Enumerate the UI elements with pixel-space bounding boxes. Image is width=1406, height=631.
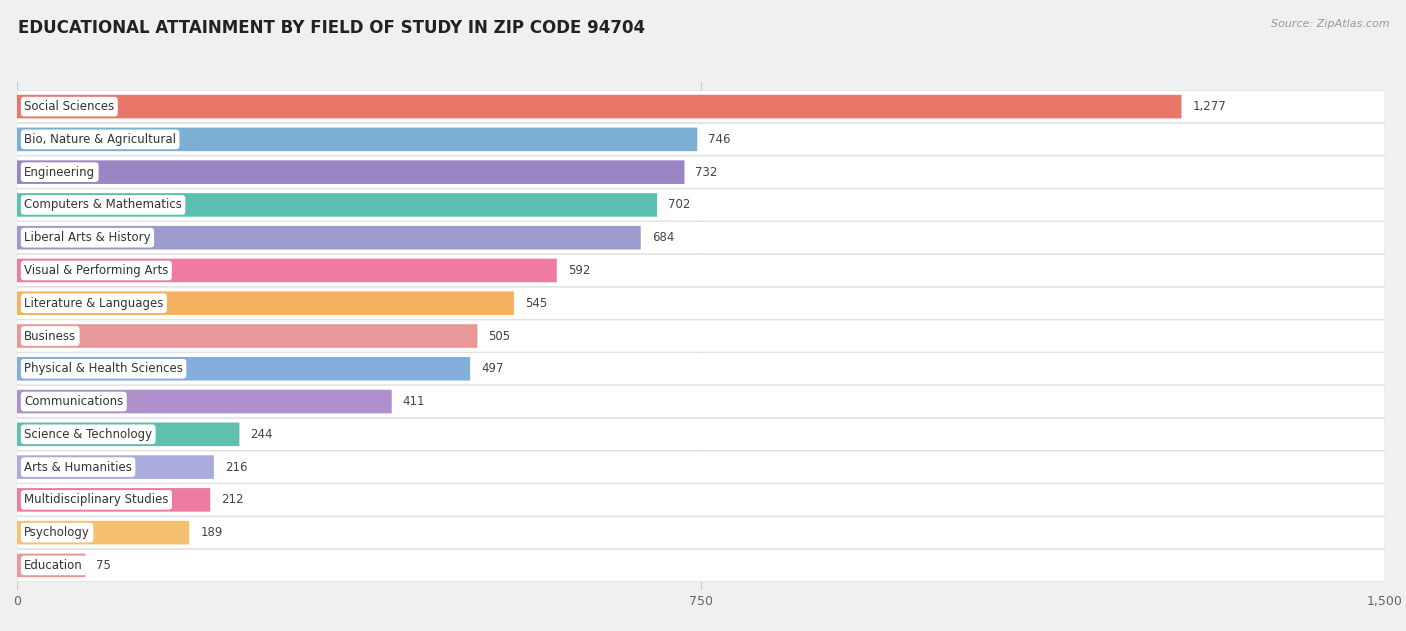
Text: 75: 75 (96, 559, 111, 572)
Text: Arts & Humanities: Arts & Humanities (24, 461, 132, 474)
Text: Source: ZipAtlas.com: Source: ZipAtlas.com (1271, 19, 1389, 29)
FancyBboxPatch shape (17, 127, 697, 151)
Text: 244: 244 (250, 428, 273, 441)
FancyBboxPatch shape (17, 521, 190, 545)
FancyBboxPatch shape (17, 259, 557, 282)
Text: Computers & Mathematics: Computers & Mathematics (24, 198, 181, 211)
Text: Science & Technology: Science & Technology (24, 428, 152, 441)
Text: Communications: Communications (24, 395, 124, 408)
Text: 505: 505 (488, 329, 510, 343)
FancyBboxPatch shape (17, 221, 1385, 254)
FancyBboxPatch shape (17, 550, 1385, 581)
FancyBboxPatch shape (17, 91, 1385, 122)
Text: Literature & Languages: Literature & Languages (24, 297, 163, 310)
Text: Liberal Arts & History: Liberal Arts & History (24, 231, 150, 244)
Text: 732: 732 (696, 166, 718, 179)
FancyBboxPatch shape (17, 287, 1385, 319)
Text: Education: Education (24, 559, 83, 572)
Text: Bio, Nature & Agricultural: Bio, Nature & Agricultural (24, 133, 176, 146)
FancyBboxPatch shape (17, 156, 1385, 188)
FancyBboxPatch shape (17, 193, 657, 216)
FancyBboxPatch shape (17, 488, 211, 512)
Text: 497: 497 (481, 362, 503, 375)
FancyBboxPatch shape (17, 423, 239, 446)
Text: Psychology: Psychology (24, 526, 90, 539)
FancyBboxPatch shape (17, 226, 641, 249)
FancyBboxPatch shape (17, 324, 478, 348)
FancyBboxPatch shape (17, 390, 392, 413)
FancyBboxPatch shape (17, 451, 1385, 483)
Text: 545: 545 (524, 297, 547, 310)
FancyBboxPatch shape (17, 484, 1385, 516)
FancyBboxPatch shape (17, 456, 214, 479)
FancyBboxPatch shape (17, 353, 1385, 385)
FancyBboxPatch shape (17, 123, 1385, 155)
Text: Multidisciplinary Studies: Multidisciplinary Studies (24, 493, 169, 506)
Text: Engineering: Engineering (24, 166, 96, 179)
Text: 684: 684 (651, 231, 673, 244)
Text: 216: 216 (225, 461, 247, 474)
FancyBboxPatch shape (17, 386, 1385, 418)
Text: Business: Business (24, 329, 76, 343)
FancyBboxPatch shape (17, 189, 1385, 221)
FancyBboxPatch shape (17, 320, 1385, 352)
Text: 746: 746 (709, 133, 731, 146)
Text: 411: 411 (402, 395, 425, 408)
FancyBboxPatch shape (17, 418, 1385, 451)
FancyBboxPatch shape (17, 160, 685, 184)
FancyBboxPatch shape (17, 517, 1385, 549)
FancyBboxPatch shape (17, 292, 515, 315)
Text: Social Sciences: Social Sciences (24, 100, 114, 113)
Text: 702: 702 (668, 198, 690, 211)
FancyBboxPatch shape (17, 553, 86, 577)
Text: 189: 189 (200, 526, 222, 539)
FancyBboxPatch shape (17, 254, 1385, 286)
Text: Physical & Health Sciences: Physical & Health Sciences (24, 362, 183, 375)
FancyBboxPatch shape (17, 95, 1181, 119)
Text: 592: 592 (568, 264, 591, 277)
FancyBboxPatch shape (17, 357, 470, 380)
Text: Visual & Performing Arts: Visual & Performing Arts (24, 264, 169, 277)
Text: 212: 212 (221, 493, 243, 506)
Text: 1,277: 1,277 (1192, 100, 1226, 113)
Text: EDUCATIONAL ATTAINMENT BY FIELD OF STUDY IN ZIP CODE 94704: EDUCATIONAL ATTAINMENT BY FIELD OF STUDY… (18, 19, 645, 37)
